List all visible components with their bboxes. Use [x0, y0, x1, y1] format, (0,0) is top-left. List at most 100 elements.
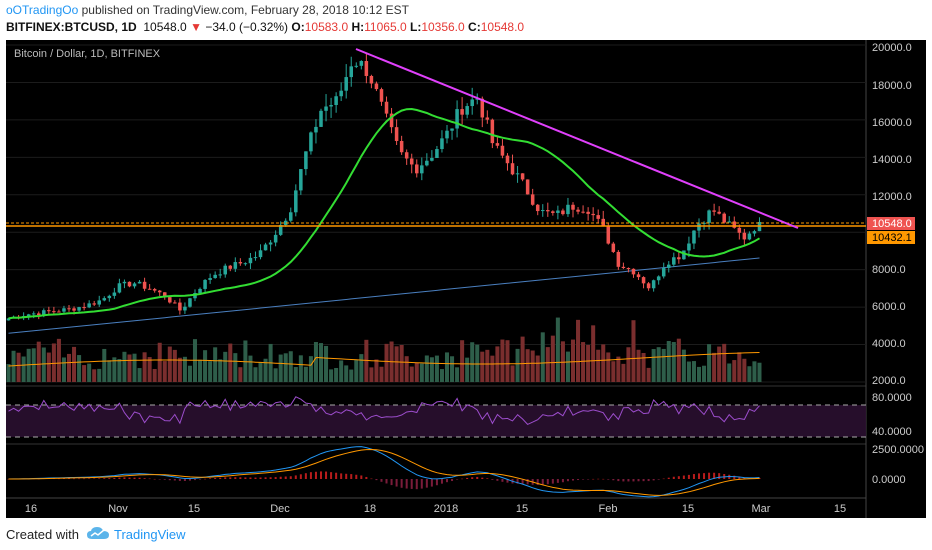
- volume-bar: [228, 343, 233, 382]
- volume-bar: [308, 356, 313, 382]
- candle-body: [631, 268, 636, 275]
- volume-bar: [752, 361, 757, 382]
- macd-hist-bar: [577, 479, 580, 481]
- candle-body: [243, 263, 248, 265]
- candle-body: [364, 61, 369, 76]
- volume-bar: [359, 354, 364, 382]
- macd-hist-bar: [193, 479, 197, 481]
- candle-body: [601, 218, 606, 226]
- macd-hist-bar: [224, 477, 227, 479]
- volume-bar: [288, 351, 293, 382]
- candle-body: [198, 288, 202, 294]
- volume-bar: [485, 349, 490, 382]
- macd-hist-bar: [390, 479, 393, 486]
- price-axis[interactable]: 20000.0 18000.0 16000.0 14000.0 12000.0 …: [872, 42, 912, 387]
- macd-hist-bar: [587, 479, 590, 480]
- open-value: 10583.0: [304, 20, 349, 34]
- candle-body: [732, 221, 737, 228]
- macd-hist-bar: [571, 479, 575, 481]
- volume-bar: [707, 344, 712, 382]
- time-axis-label: 15: [188, 503, 200, 515]
- low-label: L:: [409, 20, 422, 34]
- macd-hist-bar: [733, 475, 736, 479]
- volume-bar: [369, 367, 374, 382]
- candle-body: [142, 281, 147, 289]
- candle-body: [707, 210, 711, 223]
- candle-body: [475, 98, 480, 100]
- macd-hist-bar: [158, 479, 161, 480]
- volume-bar: [384, 343, 389, 382]
- macd-hist-bar: [612, 479, 615, 481]
- volume-bar: [21, 356, 26, 382]
- macd-hist-bar: [551, 479, 554, 484]
- symbol-label[interactable]: BITFINEX:BTCUSD, 1D: [6, 20, 137, 34]
- volume-bar: [142, 352, 147, 382]
- volume-bar: [444, 352, 450, 382]
- chart-canvas[interactable]: Bitcoin / Dollar, 1D, BITFINEX 20000.0 1…: [6, 40, 926, 518]
- macd-hist-bar: [73, 478, 76, 480]
- macd-hist-bar: [309, 472, 312, 479]
- volume-bar: [334, 367, 339, 382]
- volume-bar: [203, 350, 208, 382]
- trendline[interactable]: [355, 48, 799, 229]
- candle-body: [374, 83, 379, 90]
- macd-hist-bar: [456, 479, 459, 480]
- volume-bar: [187, 365, 192, 382]
- volume-bar: [676, 338, 681, 382]
- volume-bar: [550, 335, 555, 382]
- candle-body: [112, 292, 117, 296]
- candle-body: [258, 250, 263, 258]
- macd-hist-bar: [667, 477, 670, 479]
- volume-bar: [293, 367, 298, 382]
- low-value: 10356.0: [421, 20, 465, 34]
- tradingview-cloud-icon[interactable]: [86, 525, 110, 541]
- macd-hist-bar: [143, 478, 146, 479]
- candle-body: [117, 283, 122, 293]
- volume-bar: [344, 365, 349, 382]
- macd-hist-bar: [98, 478, 101, 479]
- candle-body: [687, 243, 691, 251]
- candle-body: [505, 155, 510, 164]
- candle-body: [334, 96, 338, 105]
- author-link[interactable]: oOTradingOo: [6, 3, 79, 17]
- volume-bar: [631, 320, 636, 382]
- candle-body: [122, 281, 127, 284]
- macd-axis-label: 0.0000: [872, 474, 906, 486]
- time-axis[interactable]: 16 Nov 15 Dec 18 2018 15 Feb 15 Mar 15: [25, 503, 846, 515]
- macd-hist-bar: [133, 477, 136, 479]
- candle-body: [495, 143, 500, 146]
- macd-hist-bar: [592, 478, 595, 480]
- close-value: 10548.0: [480, 20, 525, 34]
- candle-body: [581, 211, 585, 213]
- price-chart[interactable]: Bitcoin / Dollar, 1D, BITFINEX 20000.0 1…: [6, 40, 926, 518]
- macd-hist-bar: [178, 479, 181, 481]
- candle-body: [97, 300, 102, 305]
- candle-body: [218, 274, 222, 276]
- volume-bar: [601, 344, 606, 382]
- macd-hist-bar: [148, 478, 151, 480]
- volume-bar: [702, 365, 707, 382]
- volume-bar: [455, 367, 460, 382]
- volume-bar: [661, 348, 666, 382]
- candle-body: [561, 210, 565, 215]
- macd-hist-bar: [400, 479, 403, 488]
- volume-bar: [666, 340, 671, 382]
- price-axis-label: 16000.0: [872, 117, 912, 129]
- volume-bar: [213, 347, 218, 382]
- candle-body: [586, 211, 590, 214]
- candle-body: [661, 267, 666, 277]
- macd-hist-bar: [269, 477, 272, 479]
- tradingview-brand-link[interactable]: TradingView: [114, 527, 186, 542]
- price-axis-label: 6000.0: [872, 301, 906, 313]
- candle-body: [535, 204, 540, 212]
- macd-hist-bar: [330, 472, 333, 479]
- candle-body: [344, 77, 348, 91]
- macd-hist-bar: [536, 479, 539, 485]
- candle-body: [430, 157, 434, 161]
- macd-hist-bar: [264, 477, 267, 479]
- volume-bar: [253, 367, 258, 382]
- candle-body: [485, 117, 490, 120]
- candle-body: [359, 61, 364, 66]
- candle-body: [651, 280, 656, 289]
- candle-body: [6, 318, 11, 321]
